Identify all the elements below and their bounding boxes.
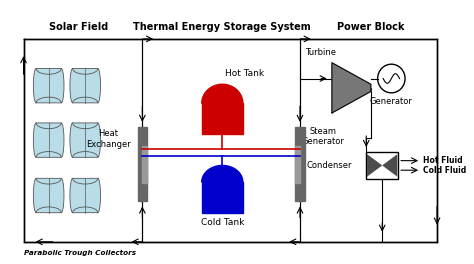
Bar <box>138 127 147 201</box>
Bar <box>366 152 398 178</box>
Polygon shape <box>382 154 397 177</box>
Bar <box>142 146 147 183</box>
Text: Solar Field: Solar Field <box>49 22 108 32</box>
Text: Steam
Generator: Steam Generator <box>301 127 344 147</box>
Text: Thermal Energy Storage System: Thermal Energy Storage System <box>133 22 310 32</box>
Text: Heat
Exchanger: Heat Exchanger <box>86 129 130 149</box>
Polygon shape <box>202 166 243 182</box>
Polygon shape <box>367 154 382 177</box>
Polygon shape <box>70 178 100 213</box>
Text: Hot Fluid: Hot Fluid <box>423 156 463 165</box>
Text: Cold Fluid: Cold Fluid <box>423 166 466 175</box>
Text: Generator: Generator <box>370 97 413 106</box>
Text: Power Block: Power Block <box>337 22 404 32</box>
Polygon shape <box>202 84 243 103</box>
Polygon shape <box>332 63 371 113</box>
Text: Cold Tank: Cold Tank <box>201 218 244 227</box>
Polygon shape <box>70 68 100 103</box>
Polygon shape <box>33 68 64 103</box>
Text: Condenser: Condenser <box>307 161 353 170</box>
Bar <box>295 127 304 201</box>
Bar <box>202 103 243 134</box>
Polygon shape <box>33 178 64 213</box>
Bar <box>295 146 301 183</box>
Bar <box>202 182 243 213</box>
Text: Turbine: Turbine <box>305 48 336 57</box>
Text: Hot Tank: Hot Tank <box>225 69 264 78</box>
Polygon shape <box>70 123 100 157</box>
Text: Parabolic Trough Collectors: Parabolic Trough Collectors <box>24 250 136 256</box>
Polygon shape <box>33 123 64 157</box>
